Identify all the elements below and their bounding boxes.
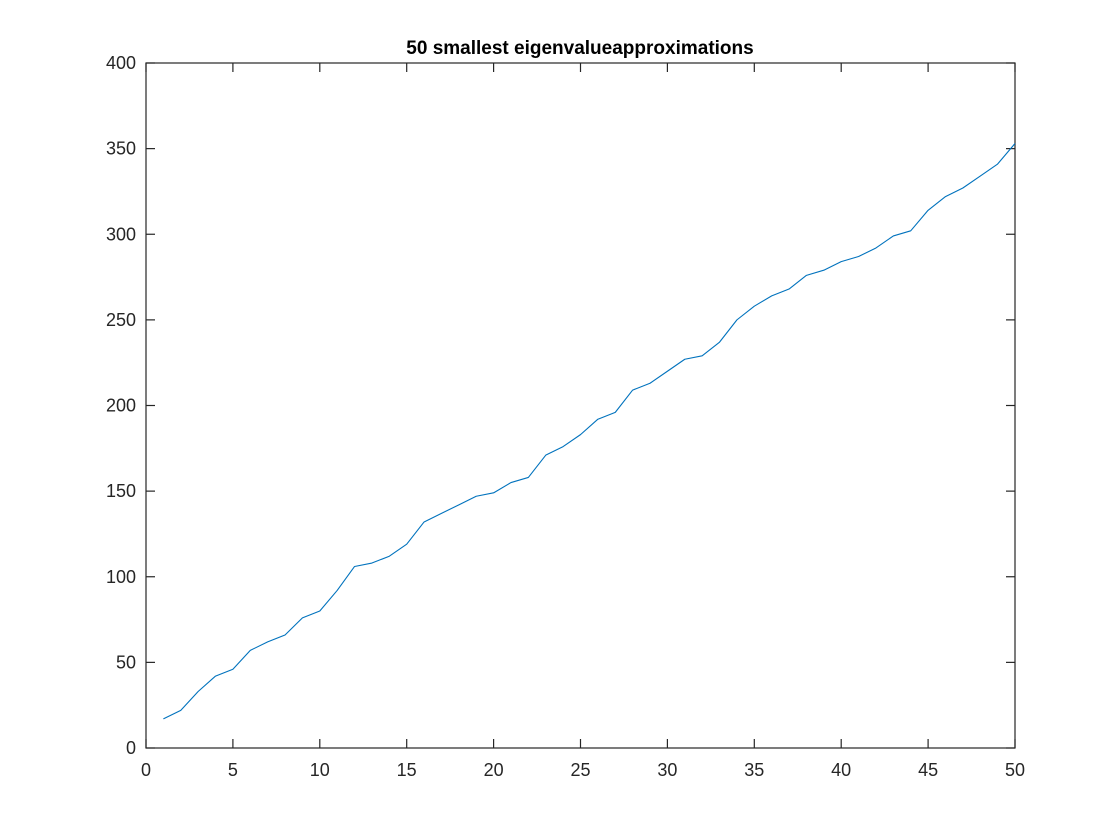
y-tick-label: 0 (126, 738, 136, 758)
y-tick-label: 250 (106, 310, 136, 330)
series-line (163, 143, 1016, 720)
x-tick-label: 30 (657, 760, 677, 780)
x-tick-label: 40 (831, 760, 851, 780)
x-tick-label: 10 (310, 760, 330, 780)
y-tick-label: 200 (106, 396, 136, 416)
x-tick-label: 45 (918, 760, 938, 780)
x-tick-label: 25 (570, 760, 590, 780)
x-tick-label: 5 (228, 760, 238, 780)
axes (145, 62, 1016, 749)
x-tick-label: 15 (397, 760, 417, 780)
x-tick-label: 35 (744, 760, 764, 780)
y-tick-label: 50 (116, 652, 136, 672)
series-group (163, 143, 1016, 720)
y-tick-label: 300 (106, 224, 136, 244)
y-tick-label: 100 (106, 567, 136, 587)
x-tick-label: 0 (141, 760, 151, 780)
chart-title: 50 smallest eigenvalueapproximations (406, 38, 753, 59)
y-tick-label: 150 (106, 481, 136, 501)
y-tick-label: 400 (106, 53, 136, 73)
plot-area-box (145, 62, 1016, 749)
axis-ticks: 0 5 10 15 20 25 30 35 40 45 50 0 50 100 150 200 250 300 35… (106, 53, 1025, 780)
x-tick-label: 50 (1005, 760, 1025, 780)
y-tick-label: 350 (106, 139, 136, 159)
x-tick-label: 20 (484, 760, 504, 780)
